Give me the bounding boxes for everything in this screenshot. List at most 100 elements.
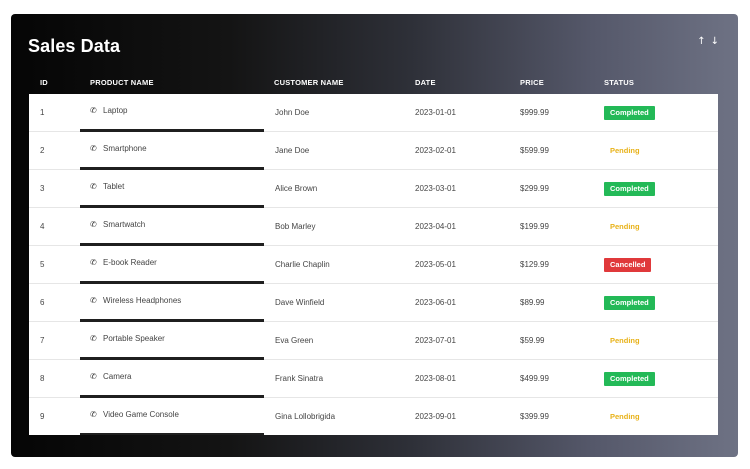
product-name: Wireless Headphones — [103, 296, 182, 305]
cell-customer: Jane Doe — [275, 146, 310, 155]
cell-id: 2 — [40, 146, 45, 155]
cell-price: $599.99 — [520, 146, 549, 155]
status-badge: Pending — [610, 146, 640, 155]
product-name: E-book Reader — [103, 258, 157, 267]
cell-price: $399.99 — [520, 412, 549, 421]
status-badge: Completed — [604, 106, 655, 120]
cell-id: 1 — [40, 108, 45, 117]
cell-customer: Bob Marley — [275, 222, 316, 231]
status-badge: Completed — [604, 296, 655, 310]
cell-product: ✆ Tablet — [90, 182, 124, 191]
product-underline — [80, 129, 264, 132]
product-underline — [80, 357, 264, 360]
cell-date: 2023-05-01 — [415, 260, 456, 269]
product-name: Portable Speaker — [103, 334, 165, 343]
phone-icon: ✆ — [90, 334, 97, 343]
cell-date: 2023-08-01 — [415, 374, 456, 383]
status-badge: Cancelled — [604, 258, 652, 272]
column-header-status[interactable]: STATUS — [604, 78, 635, 87]
column-header-id[interactable]: ID — [40, 78, 48, 87]
page-title: Sales Data — [28, 36, 121, 56]
cell-customer: Charlie Chaplin — [275, 260, 330, 269]
cell-customer: Dave Winfield — [275, 298, 325, 307]
table-header: ID PRODUCT NAME CUSTOMER NAME DATE PRICE… — [29, 72, 718, 94]
phone-icon: ✆ — [90, 106, 97, 115]
cell-product: ✆ Video Game Console — [90, 410, 179, 419]
product-underline — [80, 433, 264, 435]
cell-id: 6 — [40, 298, 45, 307]
cell-price: $299.99 — [520, 184, 549, 193]
phone-icon: ✆ — [90, 296, 97, 305]
cell-id: 5 — [40, 260, 45, 269]
cell-date: 2023-07-01 — [415, 336, 456, 345]
column-header-product-name[interactable]: PRODUCT NAME — [90, 78, 154, 87]
cell-price: $199.99 — [520, 222, 549, 231]
cell-date: 2023-01-01 — [415, 108, 456, 117]
cell-date: 2023-04-01 — [415, 222, 456, 231]
product-underline — [80, 281, 264, 284]
table-row[interactable]: 3 ✆ Tablet Alice Brown 2023-03-01 $299.99 Comp… — [29, 170, 718, 208]
cell-customer: John Doe — [275, 108, 310, 117]
cell-id: 7 — [40, 336, 45, 345]
product-name: Tablet — [103, 182, 125, 191]
column-header-date[interactable]: DATE — [415, 78, 436, 87]
status-badge: Pending — [610, 412, 640, 421]
cell-product: ✆ Laptop — [90, 106, 127, 115]
arrow-up-icon[interactable]: ↑ — [697, 36, 706, 47]
cell-product: ✆ Camera — [90, 372, 131, 381]
cell-id: 4 — [40, 222, 45, 231]
table-row[interactable]: 5 ✆ E-book Reader Charlie Chaplin 2023-05-01… — [29, 246, 718, 284]
product-name: Smartphone — [103, 144, 147, 153]
cell-id: 3 — [40, 184, 45, 193]
cell-date: 2023-06-01 — [415, 298, 456, 307]
table-row[interactable]: 6 ✆ Wireless Headphones Dave Winfield 2023-0… — [29, 284, 718, 322]
table-row[interactable]: 7 ✆ Portable Speaker Eva Green 2023-07-01 $59… — [29, 322, 718, 360]
cell-date: 2023-03-01 — [415, 184, 456, 193]
cell-price: $129.99 — [520, 260, 549, 269]
table-row[interactable]: 1 ✆ Laptop John Doe 2023-01-01 $999.99 Complet… — [29, 94, 718, 132]
status-badge: Completed — [604, 372, 655, 386]
cell-product: ✆ Portable Speaker — [90, 334, 165, 343]
cell-product: ✆ Smartphone — [90, 144, 147, 153]
product-name: Laptop — [103, 106, 128, 115]
cell-product: ✆ Smartwatch — [90, 220, 145, 229]
cell-customer: Gina Lollobrigida — [275, 412, 336, 421]
column-header-price[interactable]: PRICE — [520, 78, 544, 87]
phone-icon: ✆ — [90, 410, 97, 419]
arrow-down-icon[interactable]: ↓ — [710, 36, 719, 47]
column-header-customer-name[interactable]: CUSTOMER NAME — [274, 78, 344, 87]
status-badge: Pending — [610, 222, 640, 231]
cell-price: $89.99 — [520, 298, 545, 307]
cell-product: ✆ E-book Reader — [90, 258, 157, 267]
cell-customer: Eva Green — [275, 336, 314, 345]
cell-id: 8 — [40, 374, 45, 383]
cell-product: ✆ Wireless Headphones — [90, 296, 181, 305]
product-underline — [80, 205, 264, 208]
product-underline — [80, 395, 264, 398]
cell-price: $999.99 — [520, 108, 549, 117]
product-underline — [80, 243, 264, 246]
phone-icon: ✆ — [90, 144, 97, 153]
phone-icon: ✆ — [90, 372, 97, 381]
cell-date: 2023-02-01 — [415, 146, 456, 155]
sales-data-card: Sales Data ↑ ↓ ID PRODUCT NAME CUSTOMER … — [11, 14, 738, 457]
cell-customer: Alice Brown — [275, 184, 318, 193]
phone-icon: ✆ — [90, 182, 97, 191]
cell-price: $59.99 — [520, 336, 545, 345]
product-underline — [80, 319, 264, 322]
product-name: Smartwatch — [103, 220, 146, 229]
table-body: 1 ✆ Laptop John Doe 2023-01-01 $999.99 Complet… — [29, 94, 718, 435]
cell-date: 2023-09-01 — [415, 412, 456, 421]
table-row[interactable]: 2 ✆ Smartphone Jane Doe 2023-02-01 $599.99 Pen… — [29, 132, 718, 170]
cell-id: 9 — [40, 412, 45, 421]
cell-price: $499.99 — [520, 374, 549, 383]
status-badge: Completed — [604, 182, 655, 196]
table-row[interactable]: 8 ✆ Camera Frank Sinatra 2023-08-01 $499.99 Co… — [29, 360, 718, 398]
status-badge: Pending — [610, 336, 640, 345]
table-row[interactable]: 9 ✆ Video Game Console Gina Lollobrigida 202… — [29, 398, 718, 435]
sort-controls: ↑ ↓ — [697, 37, 719, 47]
phone-icon: ✆ — [90, 258, 97, 267]
table-row[interactable]: 4 ✆ Smartwatch Bob Marley 2023-04-01 $199.99 P… — [29, 208, 718, 246]
product-name: Video Game Console — [103, 410, 179, 419]
product-underline — [80, 167, 264, 170]
